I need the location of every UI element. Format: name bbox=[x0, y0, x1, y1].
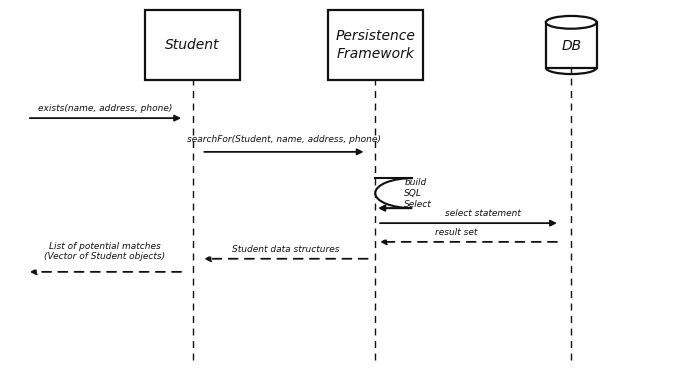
FancyBboxPatch shape bbox=[328, 10, 422, 80]
Text: build
SQL
Select: build SQL Select bbox=[404, 178, 432, 210]
Text: result set: result set bbox=[435, 228, 477, 237]
FancyBboxPatch shape bbox=[145, 10, 240, 80]
Text: Student: Student bbox=[166, 38, 220, 52]
Text: DB: DB bbox=[561, 39, 581, 53]
Text: searchFor(Student, name, address, phone): searchFor(Student, name, address, phone) bbox=[187, 135, 381, 144]
Text: Persistence
Framework: Persistence Framework bbox=[335, 29, 415, 61]
Text: select statement: select statement bbox=[445, 209, 521, 218]
Text: List of potential matches
(Vector of Student objects): List of potential matches (Vector of Stu… bbox=[44, 242, 166, 261]
Text: exists(name, address, phone): exists(name, address, phone) bbox=[38, 104, 172, 113]
Polygon shape bbox=[546, 22, 596, 68]
Ellipse shape bbox=[546, 16, 597, 29]
Text: Student data structures: Student data structures bbox=[232, 245, 340, 254]
